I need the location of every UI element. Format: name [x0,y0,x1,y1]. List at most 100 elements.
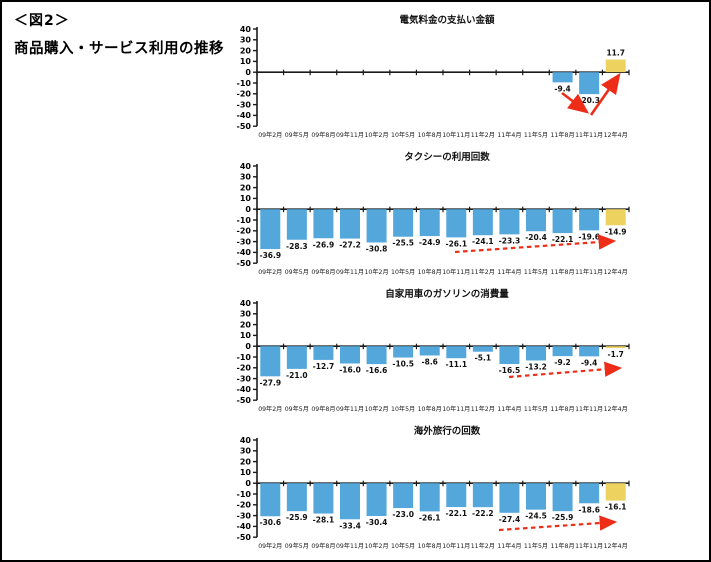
bar [605,483,626,501]
value-label: -26.9 [313,240,335,249]
category-label: 09年2月 [258,268,282,276]
y-axis-label: 0 [245,342,251,351]
y-axis-label: 20 [240,320,252,329]
category-label: 10年2月 [364,542,388,550]
bar [260,346,281,377]
y-axis-label: 20 [240,183,252,192]
chart-electricity: 電気料金の支払い金額 40 30 20 10 0 -10 -20 -30 -40 -50 -9.4-… [235,12,709,149]
y-axis-label: 30 [240,36,252,45]
value-label: -13.2 [525,362,547,371]
category-label: 11年8月 [550,542,574,550]
value-label: -28.3 [286,242,308,251]
value-label: -27.4 [499,515,521,524]
category-label: 09年11月 [336,131,364,139]
value-label: -23.3 [499,236,521,245]
category-label: 09年8月 [311,131,335,139]
category-label: 09年11月 [336,542,364,550]
bar [552,72,573,83]
bar [499,209,520,235]
y-axis-label: -30 [237,100,252,109]
value-label: -16.6 [366,366,388,375]
value-label: -23.0 [392,510,414,519]
trend-arrow [498,515,618,532]
value-label: -22.1 [552,235,574,244]
bar [366,346,387,365]
bar [472,346,493,352]
category-label: 09年5月 [285,405,309,413]
category-label: 12年4月 [604,131,628,139]
chart-gasoline: 自家用車のガソリンの消費量 40 30 20 10 0 -10 -20 -30 -40 -50 -2… [235,286,709,423]
y-axis-label: 30 [240,173,252,182]
bar [499,483,520,513]
y-axis-label: -10 [237,79,252,88]
category-label: 11年5月 [524,542,548,550]
y-axis-label: 10 [240,468,252,477]
value-label: -16.0 [339,365,361,374]
bar [366,209,387,243]
y-axis-label: -20 [237,227,252,236]
category-label: 10年8月 [418,405,442,413]
category-label: 10年5月 [391,268,415,276]
y-axis-label: -50 [237,396,252,405]
category-label: 10年2月 [364,131,388,139]
value-label: -36.9 [259,251,281,260]
figure-header: ＜図2＞ 商品購入・サービス利用の推移 [14,10,224,58]
trend-arrow [589,72,621,116]
bar [313,209,334,239]
value-label: -21.0 [286,371,308,380]
category-label: 11年5月 [524,268,548,276]
bar [340,346,360,364]
bar [605,346,626,349]
bar [579,72,600,95]
category-label: 11年4月 [497,131,521,139]
bar [552,483,573,512]
y-axis-label: -20 [237,501,252,510]
value-label: -20.3 [578,96,600,105]
bar [446,483,467,508]
category-label: 10年11月 [442,405,470,413]
y-axis-label: -10 [237,216,252,225]
category-label: 12年4月 [604,405,628,413]
y-axis-label: -10 [237,490,252,499]
y-axis-label: -30 [237,374,252,383]
value-label: -12.7 [313,362,335,371]
value-label: -24.1 [472,237,494,246]
value-label: -25.9 [552,513,574,522]
chart-title: 海外旅行の回数 [413,426,481,437]
category-label: 11年2月 [471,131,495,139]
bar [552,209,573,234]
value-label: -8.6 [422,357,438,366]
bar [605,59,626,73]
bar [526,483,546,510]
bar [552,346,573,357]
y-axis-label: -40 [237,111,252,120]
y-axis-label: -20 [237,90,252,99]
value-label: -27.9 [259,378,281,387]
value-label: -5.1 [475,354,491,363]
category-label: 10年11月 [442,131,470,139]
chart-title: 自家用車のガソリンの消費量 [385,289,509,300]
value-label: -22.1 [445,509,467,518]
bar [313,483,334,514]
bar [526,209,546,232]
category-label: 10年8月 [418,131,442,139]
y-axis-label: -50 [237,122,252,131]
category-label: 09年11月 [336,268,364,276]
y-axis-label: 40 [240,299,252,308]
y-axis-label: -40 [237,522,252,531]
value-label: -16.5 [499,366,521,375]
category-label: 11年5月 [524,405,548,413]
bar [419,209,440,237]
value-label: -20.4 [525,233,547,242]
category-label: 09年5月 [285,542,309,550]
category-label: 11年8月 [550,268,574,276]
trend-arrow [508,361,623,379]
value-label: -1.7 [608,350,624,359]
y-axis-label: -30 [237,237,252,246]
figure-title: 商品購入・サービス利用の推移 [14,41,224,57]
category-label: 11年2月 [471,542,495,550]
bar [393,483,414,509]
